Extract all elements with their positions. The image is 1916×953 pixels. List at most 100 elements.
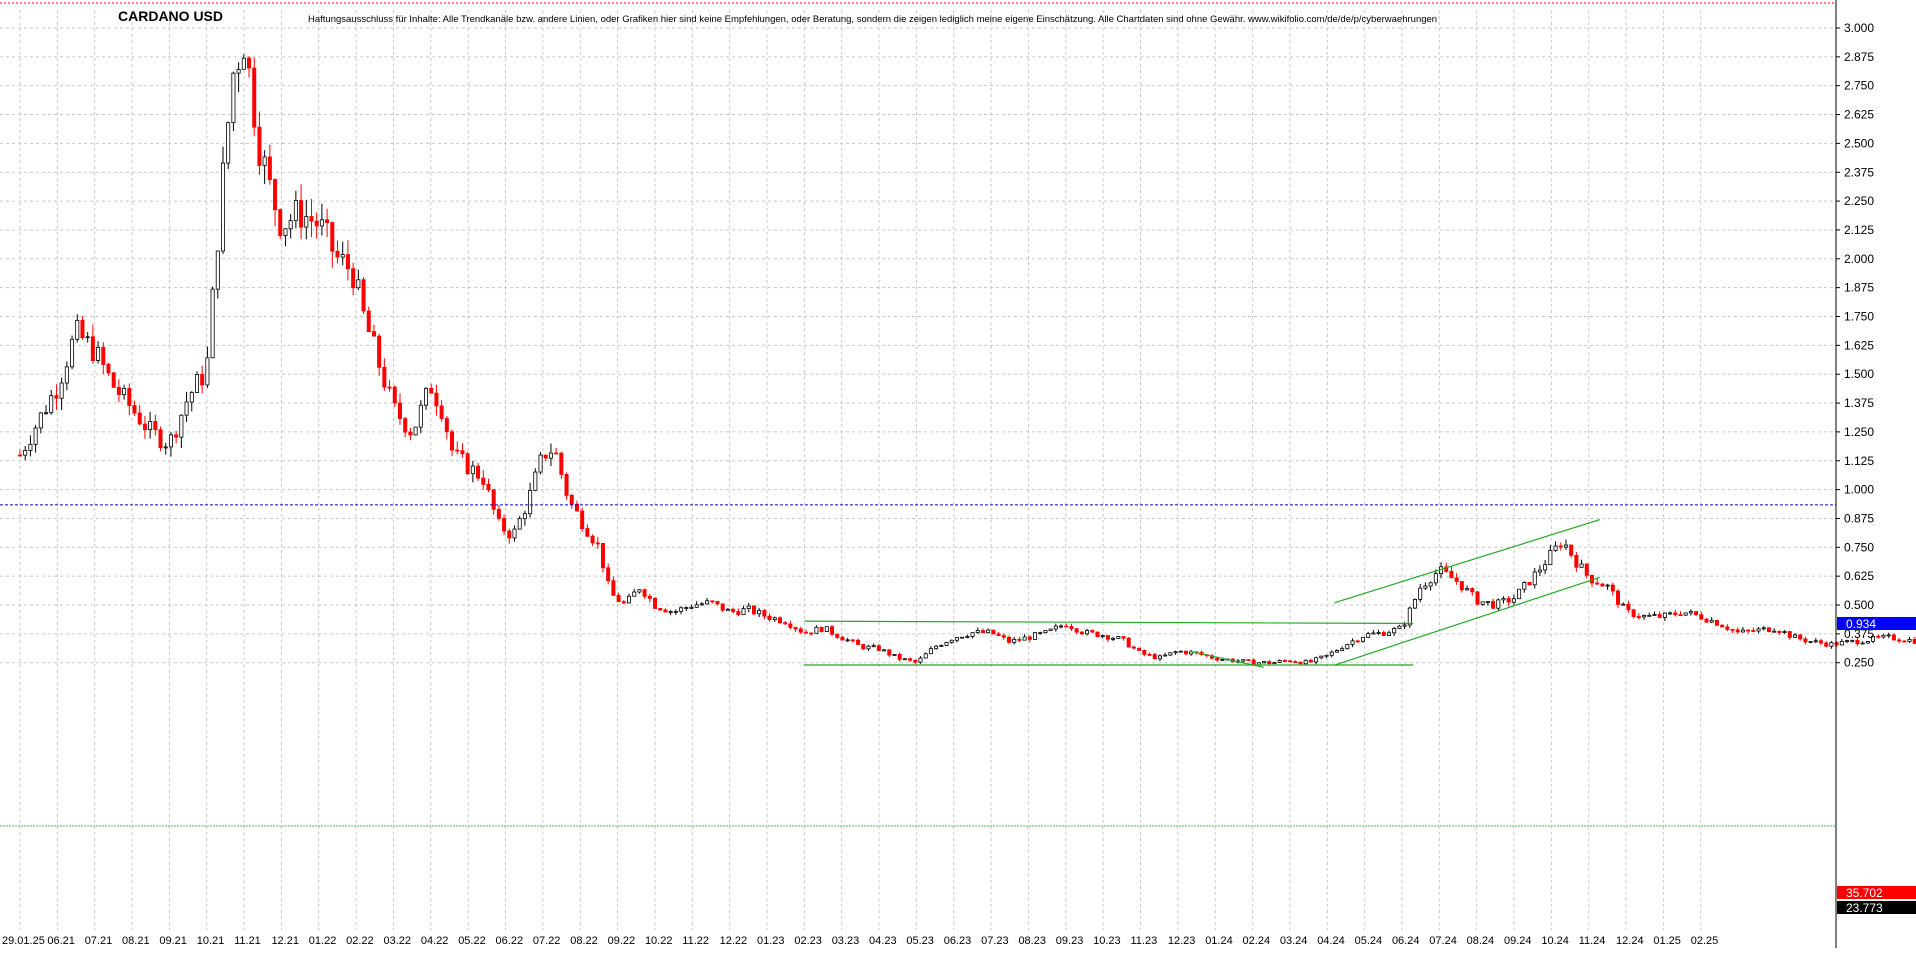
candle-up [470, 465, 475, 475]
candle-down [798, 628, 803, 633]
candle-up [637, 589, 642, 593]
candle-up [1319, 655, 1324, 659]
candle-down [351, 268, 356, 289]
candle-down [736, 611, 741, 616]
candle-up [1428, 582, 1433, 587]
candle-up [1543, 564, 1548, 571]
candle-down [1600, 583, 1605, 587]
candle-down [1142, 649, 1147, 655]
candle-down [496, 508, 501, 519]
candle-up [1647, 614, 1652, 617]
candle-down [1834, 642, 1839, 646]
candle-up [1262, 661, 1267, 664]
candle-down [460, 450, 465, 455]
candle-up [1688, 611, 1693, 614]
candle-down [278, 209, 283, 236]
candle-up [1662, 612, 1667, 618]
candle-down [569, 495, 574, 505]
candle-down [908, 658, 913, 661]
x-tick-label: 06.23 [944, 935, 972, 947]
candle-up [882, 649, 887, 652]
x-tick-label: 10.21 [197, 935, 225, 947]
candle-up [1340, 648, 1345, 651]
candle-down [991, 629, 996, 635]
candle-down [1147, 653, 1152, 656]
candle-down [897, 654, 902, 660]
candle-up [319, 219, 324, 227]
y-tick-label: 3.000 [1844, 21, 1874, 35]
candle-up [1407, 607, 1412, 626]
candle-down [1897, 639, 1902, 642]
candle-up [205, 357, 210, 386]
candle-down [600, 542, 605, 569]
candles [17, 54, 1916, 667]
candle-up [1537, 569, 1542, 573]
y-tick-label: 2.125 [1844, 223, 1874, 237]
candle-up [1782, 631, 1787, 633]
candle-up [64, 366, 69, 384]
candle-down [491, 489, 496, 510]
candle-up [163, 446, 168, 449]
x-tick-label: 02.25 [1691, 935, 1719, 947]
candle-down [731, 608, 736, 612]
candle-down [377, 335, 382, 368]
candle-up [960, 636, 965, 639]
x-tick-label: 09.22 [608, 935, 636, 947]
candle-down [1475, 591, 1480, 605]
x-tick-label: 12.22 [720, 935, 748, 947]
candle-up [1668, 612, 1673, 615]
candle-up [902, 658, 907, 661]
candle-down [720, 603, 725, 611]
candle-down [1459, 581, 1464, 591]
candle-down [1824, 642, 1829, 647]
candle-up [892, 654, 897, 656]
candle-down [788, 623, 793, 628]
candle-down [1131, 646, 1136, 649]
candle-up [1813, 640, 1818, 643]
candle-up [1517, 588, 1522, 600]
candle-up [814, 626, 819, 634]
candle-up [1386, 632, 1391, 636]
candle-down [861, 644, 866, 650]
candle-down [507, 530, 512, 539]
trendline [1334, 576, 1601, 666]
candle-up [189, 392, 194, 403]
candle-down [1631, 609, 1636, 617]
candle-up [1043, 630, 1048, 634]
candle-down [554, 452, 559, 455]
candle-down [1506, 598, 1511, 603]
x-tick-label: 01.24 [1205, 935, 1233, 947]
candle-up [70, 338, 75, 368]
candle-down [590, 535, 595, 544]
candle-up [241, 57, 246, 70]
candle-down [1183, 650, 1188, 655]
y-tick-label: 2.500 [1844, 136, 1874, 150]
candle-up [1277, 660, 1282, 663]
candle-down [502, 517, 507, 532]
candle-down [1626, 603, 1631, 611]
y-tick-label: 2.250 [1844, 194, 1874, 208]
candle-down [658, 608, 663, 611]
candle-up [236, 68, 241, 74]
x-tick-label: 09.21 [159, 935, 187, 947]
x-tick-label: 07.24 [1429, 935, 1457, 947]
candle-up [1053, 625, 1058, 630]
candle-down [330, 222, 335, 252]
candle-down [1912, 638, 1916, 644]
candle-up [1553, 545, 1558, 551]
candle-up [1059, 625, 1064, 628]
candle-down [1152, 654, 1157, 660]
candle-down [1126, 637, 1131, 648]
candle-up [1496, 599, 1501, 609]
y-axis-labels: 3.000 2.875 2.750 2.625 2.500 2.375 2.250 2.125… [1836, 21, 1874, 670]
candle-down [1470, 587, 1475, 593]
candle-down [1293, 661, 1298, 663]
candle-up [1548, 550, 1553, 566]
candle-up [1860, 642, 1865, 645]
x-tick-label: 01.25 [1653, 935, 1681, 947]
candle-down [1584, 563, 1589, 576]
trendlines [804, 519, 1601, 668]
candle-down [1215, 657, 1220, 661]
